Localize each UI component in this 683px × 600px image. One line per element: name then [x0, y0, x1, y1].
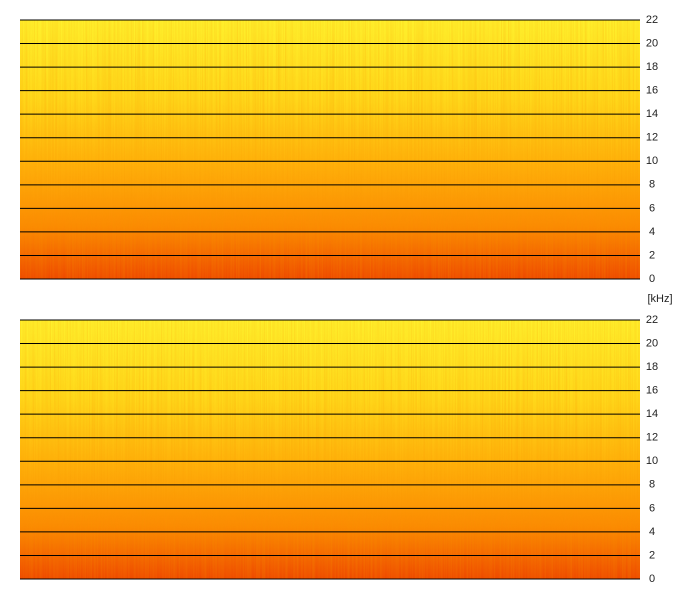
y-tick-label: 16	[646, 385, 658, 397]
y-tick-label: 18	[646, 61, 658, 73]
y-tick-label: 10	[646, 455, 658, 467]
y-tick-label: 14	[646, 408, 658, 420]
y-tick-label: 12	[646, 432, 658, 444]
y-tick-label: 16	[646, 85, 658, 97]
y-tick-label: 2	[649, 249, 655, 261]
y-tick-label: 4	[649, 526, 655, 538]
y-tick-label: 0	[649, 273, 655, 285]
y-tick-label: 8	[649, 179, 655, 191]
y-tick-label: 12	[646, 132, 658, 144]
y-tick-label: 2	[649, 549, 655, 561]
y-tick-label: 6	[649, 502, 655, 514]
y-tick-label: 0	[649, 573, 655, 585]
y-tick-label: 8	[649, 479, 655, 491]
y-tick-label: 6	[649, 202, 655, 214]
y-axis-label: [kHz]	[647, 293, 672, 305]
y-tick-label: 10	[646, 155, 658, 167]
y-tick-label: 18	[646, 361, 658, 373]
y-tick-label: 4	[649, 226, 655, 238]
y-tick-label: 22	[646, 314, 658, 326]
spectrogram-texture	[20, 320, 640, 579]
y-tick-label: 20	[646, 337, 658, 349]
spectrogram-texture	[20, 20, 640, 279]
y-tick-label: 20	[646, 37, 658, 49]
y-tick-label: 14	[646, 108, 658, 120]
y-tick-label: 22	[646, 14, 658, 26]
